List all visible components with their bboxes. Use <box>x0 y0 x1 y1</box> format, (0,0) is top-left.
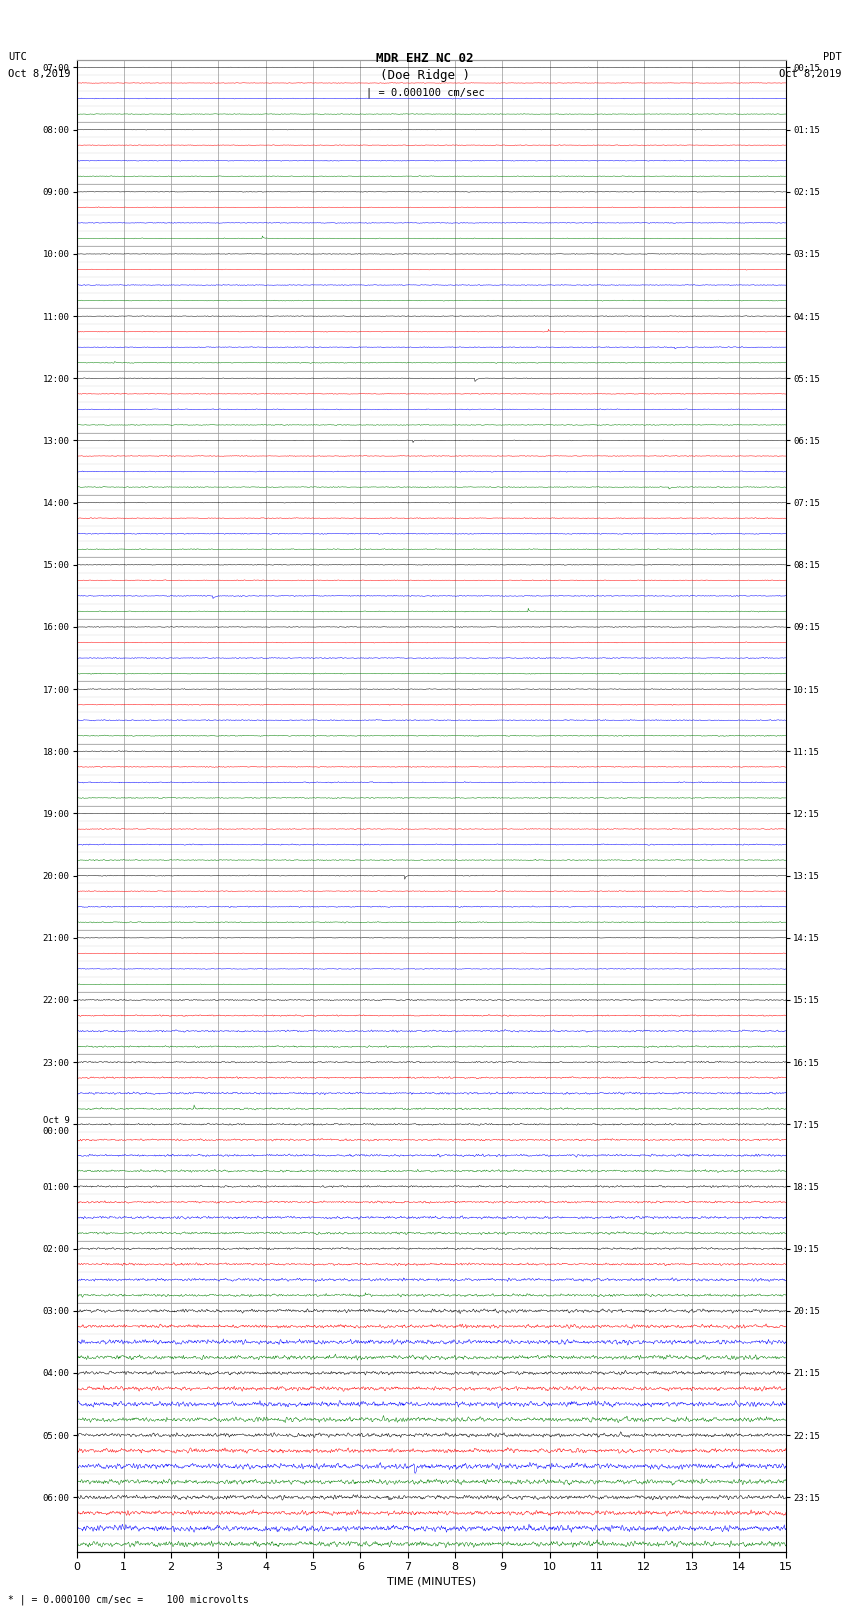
Text: Oct 8,2019: Oct 8,2019 <box>8 69 71 79</box>
Text: Oct 8,2019: Oct 8,2019 <box>779 69 842 79</box>
Text: UTC: UTC <box>8 52 27 61</box>
Text: (Doe Ridge ): (Doe Ridge ) <box>380 69 470 82</box>
X-axis label: TIME (MINUTES): TIME (MINUTES) <box>387 1576 476 1586</box>
Text: MDR EHZ NC 02: MDR EHZ NC 02 <box>377 52 473 65</box>
Text: PDT: PDT <box>823 52 842 61</box>
Text: | = 0.000100 cm/sec: | = 0.000100 cm/sec <box>366 87 484 98</box>
Text: * | = 0.000100 cm/sec =    100 microvolts: * | = 0.000100 cm/sec = 100 microvolts <box>8 1594 249 1605</box>
